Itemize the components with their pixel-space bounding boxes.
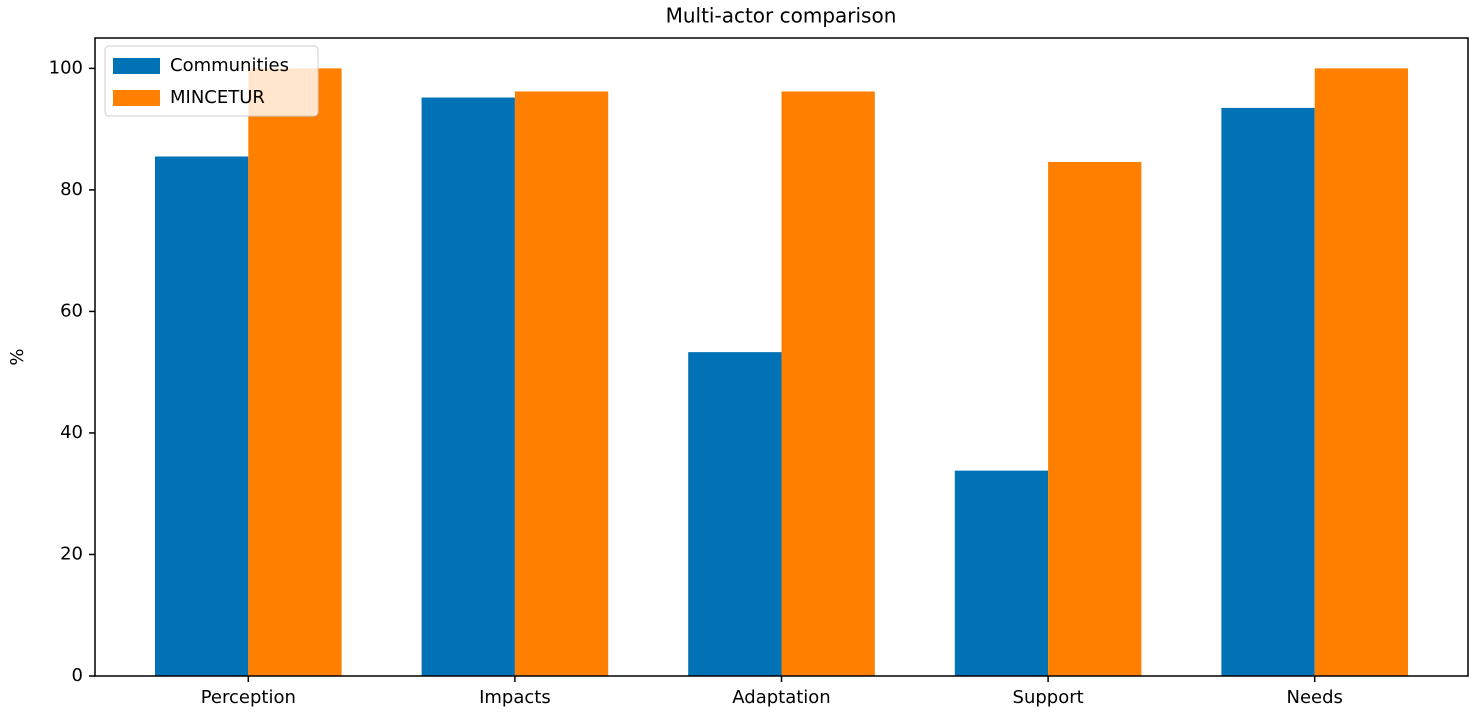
y-tick-label: 0: [72, 665, 83, 686]
legend-swatch: [113, 90, 160, 106]
bar: [1048, 161, 1142, 676]
bar: [954, 470, 1049, 676]
y-axis-label: %: [7, 348, 28, 365]
y-tick-label: 80: [60, 179, 83, 200]
legend-label: Communities: [170, 55, 289, 76]
y-tick-label: 60: [60, 300, 83, 321]
plot-frame: [94, 37, 1469, 677]
bar: [688, 352, 782, 676]
legend-label: MINCETUR: [170, 87, 265, 108]
chart-title: Multi-actor comparison: [666, 4, 897, 28]
legend-swatch: [113, 58, 160, 74]
bar: [514, 91, 609, 677]
x-tick-label: Perception: [201, 687, 296, 708]
bar: [248, 68, 342, 676]
bar: [1314, 68, 1409, 676]
y-tick-label: 20: [60, 543, 83, 564]
x-tick-label: Adaptation: [732, 687, 830, 708]
x-tick-label: Needs: [1286, 687, 1342, 708]
y-tick-label: 100: [49, 57, 83, 78]
y-tick-label: 40: [60, 422, 83, 443]
x-tick-label: Support: [1013, 687, 1084, 708]
bar: [154, 156, 249, 676]
bar: [1221, 107, 1315, 676]
bar: [421, 97, 515, 676]
x-tick-label: Impacts: [479, 687, 551, 708]
bar: [781, 91, 875, 677]
